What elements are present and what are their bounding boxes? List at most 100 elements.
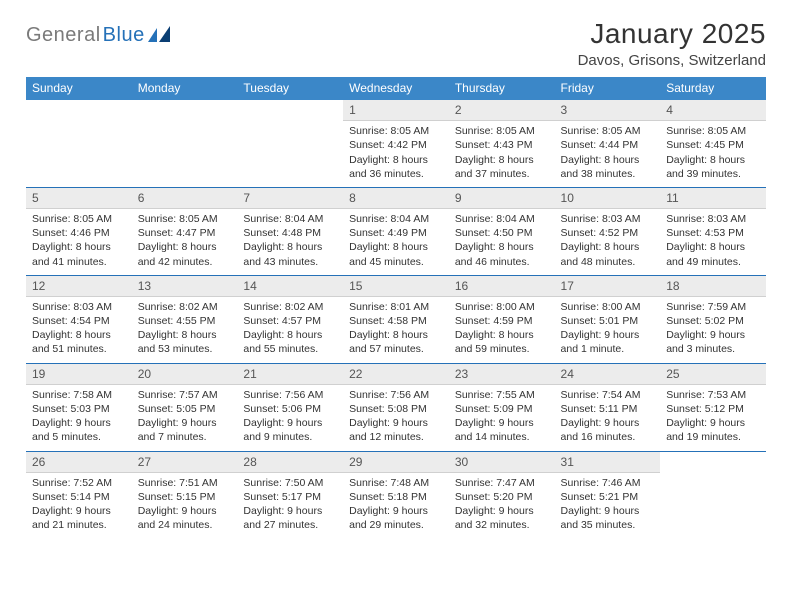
day-number-cell: 4: [660, 100, 766, 121]
day-number-cell: 16: [449, 275, 555, 297]
sunset-text: Sunset: 4:49 PM: [349, 226, 443, 240]
sunrise-text: Sunrise: 7:58 AM: [32, 388, 126, 402]
day-detail-cell: Sunrise: 7:48 AMSunset: 5:18 PMDaylight:…: [343, 473, 449, 539]
sunset-text: Sunset: 4:47 PM: [138, 226, 232, 240]
daylight-text: Daylight: 9 hours and 35 minutes.: [561, 504, 655, 532]
sunset-text: Sunset: 5:21 PM: [561, 490, 655, 504]
calendar-body: 1234 Sunrise: 8:05 AMSunset: 4:42 PMDayl…: [26, 100, 766, 538]
calendar-table: Sunday Monday Tuesday Wednesday Thursday…: [26, 77, 766, 538]
day-number-cell: 21: [237, 363, 343, 385]
day-detail-cell: Sunrise: 7:56 AMSunset: 5:08 PMDaylight:…: [343, 385, 449, 451]
sunset-text: Sunset: 4:58 PM: [349, 314, 443, 328]
day-number-cell: [237, 100, 343, 121]
daylight-text: Daylight: 9 hours and 12 minutes.: [349, 416, 443, 444]
day-detail-row: Sunrise: 8:03 AMSunset: 4:54 PMDaylight:…: [26, 297, 766, 363]
daylight-text: Daylight: 8 hours and 57 minutes.: [349, 328, 443, 356]
sunrise-text: Sunrise: 8:05 AM: [349, 124, 443, 138]
sunrise-text: Sunrise: 8:03 AM: [666, 212, 760, 226]
sunset-text: Sunset: 4:42 PM: [349, 138, 443, 152]
daylight-text: Daylight: 9 hours and 7 minutes.: [138, 416, 232, 444]
day-detail-cell: Sunrise: 8:01 AMSunset: 4:58 PMDaylight:…: [343, 297, 449, 363]
day-number-cell: [26, 100, 132, 121]
sunset-text: Sunset: 4:50 PM: [455, 226, 549, 240]
sunrise-text: Sunrise: 7:57 AM: [138, 388, 232, 402]
daylight-text: Daylight: 9 hours and 9 minutes.: [243, 416, 337, 444]
day-detail-cell: Sunrise: 8:04 AMSunset: 4:48 PMDaylight:…: [237, 209, 343, 275]
daylight-text: Daylight: 8 hours and 43 minutes.: [243, 240, 337, 268]
daylight-text: Daylight: 8 hours and 39 minutes.: [666, 153, 760, 181]
daylight-text: Daylight: 8 hours and 38 minutes.: [561, 153, 655, 181]
sunrise-text: Sunrise: 8:00 AM: [561, 300, 655, 314]
sunrise-text: Sunrise: 8:02 AM: [138, 300, 232, 314]
brand-logo: General Blue: [26, 18, 170, 47]
weekday-header: Tuesday: [237, 77, 343, 100]
day-number-cell: [132, 100, 238, 121]
sunset-text: Sunset: 4:48 PM: [243, 226, 337, 240]
day-detail-cell: Sunrise: 8:05 AMSunset: 4:45 PMDaylight:…: [660, 121, 766, 187]
day-number-cell: 3: [555, 100, 661, 121]
sunset-text: Sunset: 4:57 PM: [243, 314, 337, 328]
weekday-header: Sunday: [26, 77, 132, 100]
sunset-text: Sunset: 5:01 PM: [561, 314, 655, 328]
day-detail-cell: Sunrise: 7:58 AMSunset: 5:03 PMDaylight:…: [26, 385, 132, 451]
sunset-text: Sunset: 5:17 PM: [243, 490, 337, 504]
day-detail-cell: Sunrise: 7:53 AMSunset: 5:12 PMDaylight:…: [660, 385, 766, 451]
sunrise-text: Sunrise: 7:46 AM: [561, 476, 655, 490]
day-number-cell: 10: [555, 187, 661, 209]
sunset-text: Sunset: 4:53 PM: [666, 226, 760, 240]
day-number-row: 567891011: [26, 187, 766, 209]
day-detail-cell: Sunrise: 8:05 AMSunset: 4:46 PMDaylight:…: [26, 209, 132, 275]
sunrise-text: Sunrise: 8:04 AM: [455, 212, 549, 226]
sunset-text: Sunset: 5:11 PM: [561, 402, 655, 416]
day-detail-cell: Sunrise: 8:04 AMSunset: 4:49 PMDaylight:…: [343, 209, 449, 275]
day-detail-cell: Sunrise: 8:03 AMSunset: 4:53 PMDaylight:…: [660, 209, 766, 275]
sunset-text: Sunset: 4:54 PM: [32, 314, 126, 328]
day-number-cell: 8: [343, 187, 449, 209]
title-block: January 2025 Davos, Grisons, Switzerland: [578, 18, 766, 69]
day-number-cell: 15: [343, 275, 449, 297]
weekday-header: Saturday: [660, 77, 766, 100]
day-detail-row: Sunrise: 8:05 AMSunset: 4:46 PMDaylight:…: [26, 209, 766, 275]
sunset-text: Sunset: 4:44 PM: [561, 138, 655, 152]
day-number-cell: 23: [449, 363, 555, 385]
daylight-text: Daylight: 9 hours and 14 minutes.: [455, 416, 549, 444]
day-detail-cell: Sunrise: 7:52 AMSunset: 5:14 PMDaylight:…: [26, 473, 132, 539]
sunrise-text: Sunrise: 8:05 AM: [138, 212, 232, 226]
day-number-cell: 14: [237, 275, 343, 297]
sunset-text: Sunset: 5:08 PM: [349, 402, 443, 416]
day-detail-cell: Sunrise: 8:02 AMSunset: 4:57 PMDaylight:…: [237, 297, 343, 363]
day-detail-cell: Sunrise: 8:05 AMSunset: 4:47 PMDaylight:…: [132, 209, 238, 275]
weekday-header: Monday: [132, 77, 238, 100]
daylight-text: Daylight: 8 hours and 42 minutes.: [138, 240, 232, 268]
header: General Blue January 2025 Davos, Grisons…: [26, 18, 766, 69]
sunset-text: Sunset: 4:55 PM: [138, 314, 232, 328]
day-detail-cell: Sunrise: 8:04 AMSunset: 4:50 PMDaylight:…: [449, 209, 555, 275]
day-number-cell: 11: [660, 187, 766, 209]
sunset-text: Sunset: 5:09 PM: [455, 402, 549, 416]
sunrise-text: Sunrise: 7:59 AM: [666, 300, 760, 314]
sunrise-text: Sunrise: 7:56 AM: [243, 388, 337, 402]
day-number-cell: 7: [237, 187, 343, 209]
day-detail-cell: [660, 473, 766, 539]
sunrise-text: Sunrise: 7:48 AM: [349, 476, 443, 490]
daylight-text: Daylight: 8 hours and 49 minutes.: [666, 240, 760, 268]
daylight-text: Daylight: 9 hours and 32 minutes.: [455, 504, 549, 532]
day-detail-cell: Sunrise: 7:55 AMSunset: 5:09 PMDaylight:…: [449, 385, 555, 451]
day-number-cell: 20: [132, 363, 238, 385]
daylight-text: Daylight: 9 hours and 29 minutes.: [349, 504, 443, 532]
sunrise-text: Sunrise: 7:47 AM: [455, 476, 549, 490]
sunrise-text: Sunrise: 8:03 AM: [561, 212, 655, 226]
sunset-text: Sunset: 5:03 PM: [32, 402, 126, 416]
sunrise-text: Sunrise: 7:52 AM: [32, 476, 126, 490]
daylight-text: Daylight: 8 hours and 51 minutes.: [32, 328, 126, 356]
day-number-cell: [660, 451, 766, 473]
sunrise-text: Sunrise: 8:00 AM: [455, 300, 549, 314]
sunrise-text: Sunrise: 8:05 AM: [32, 212, 126, 226]
day-detail-cell: Sunrise: 7:54 AMSunset: 5:11 PMDaylight:…: [555, 385, 661, 451]
daylight-text: Daylight: 9 hours and 1 minute.: [561, 328, 655, 356]
day-number-row: 1234: [26, 100, 766, 121]
sunrise-text: Sunrise: 7:53 AM: [666, 388, 760, 402]
daylight-text: Daylight: 8 hours and 41 minutes.: [32, 240, 126, 268]
sunset-text: Sunset: 5:20 PM: [455, 490, 549, 504]
day-number-cell: 22: [343, 363, 449, 385]
